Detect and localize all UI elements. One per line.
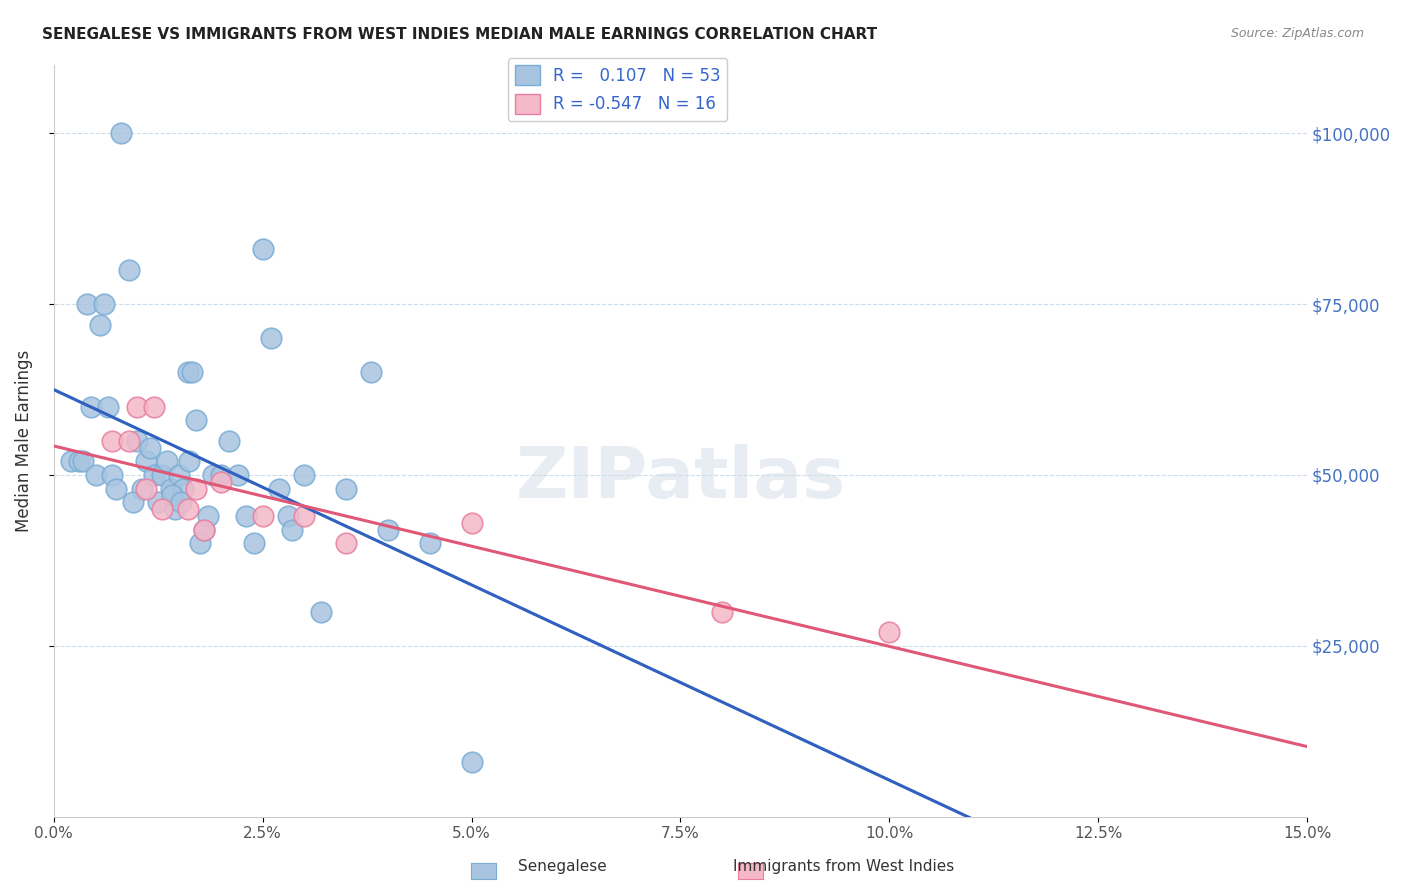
Point xyxy=(294,467,316,482)
Point xyxy=(156,454,179,468)
Point xyxy=(118,434,141,448)
Point xyxy=(67,454,90,468)
Point xyxy=(419,536,441,550)
Point xyxy=(877,625,900,640)
Text: Immigrants from West Indies: Immigrants from West Indies xyxy=(733,859,955,874)
Point xyxy=(72,454,94,468)
Point xyxy=(135,454,157,468)
Point xyxy=(97,400,120,414)
Point xyxy=(143,467,166,482)
Point xyxy=(162,488,184,502)
Point xyxy=(193,523,215,537)
Point xyxy=(139,441,162,455)
Point xyxy=(226,467,249,482)
Point xyxy=(159,482,181,496)
Point xyxy=(184,413,207,427)
Point xyxy=(277,508,299,523)
Point xyxy=(197,508,219,523)
Point xyxy=(172,482,194,496)
Point xyxy=(59,454,82,468)
Point xyxy=(135,482,157,496)
Point xyxy=(127,434,149,448)
Point xyxy=(377,523,399,537)
Point xyxy=(131,482,153,496)
Point xyxy=(260,331,283,345)
Point xyxy=(193,523,215,537)
Point xyxy=(243,536,266,550)
Point xyxy=(360,366,382,380)
Text: Senegalese: Senegalese xyxy=(517,859,607,874)
Point xyxy=(209,475,232,489)
Point xyxy=(711,605,734,619)
Point xyxy=(218,434,240,448)
Point xyxy=(252,243,274,257)
Point xyxy=(163,502,186,516)
Point xyxy=(152,502,174,516)
Point xyxy=(80,400,103,414)
Point xyxy=(89,318,111,332)
Point xyxy=(176,366,198,380)
Point xyxy=(281,523,304,537)
Point xyxy=(460,755,482,769)
Point xyxy=(252,508,274,523)
Point xyxy=(294,508,316,523)
Point xyxy=(235,508,257,523)
Point xyxy=(105,482,128,496)
Point xyxy=(101,467,124,482)
Point xyxy=(309,605,332,619)
Point xyxy=(93,297,115,311)
Point xyxy=(84,467,107,482)
Y-axis label: Median Male Earnings: Median Male Earnings xyxy=(15,350,32,532)
Point xyxy=(335,482,357,496)
Point xyxy=(110,126,132,140)
Point xyxy=(201,467,224,482)
Point xyxy=(170,495,193,509)
Text: Source: ZipAtlas.com: Source: ZipAtlas.com xyxy=(1230,27,1364,40)
Point xyxy=(118,263,141,277)
Point xyxy=(127,400,149,414)
Point xyxy=(209,467,232,482)
Legend: R =   0.107   N = 53, R = -0.547   N = 16: R = 0.107 N = 53, R = -0.547 N = 16 xyxy=(508,58,727,120)
Point xyxy=(188,536,211,550)
Text: ZIPatlas: ZIPatlas xyxy=(516,444,845,513)
Point xyxy=(143,400,166,414)
Point xyxy=(176,502,198,516)
Point xyxy=(269,482,291,496)
Point xyxy=(180,366,202,380)
Point xyxy=(148,495,170,509)
Point xyxy=(167,467,190,482)
Point xyxy=(101,434,124,448)
Text: SENEGALESE VS IMMIGRANTS FROM WEST INDIES MEDIAN MALE EARNINGS CORRELATION CHART: SENEGALESE VS IMMIGRANTS FROM WEST INDIE… xyxy=(42,27,877,42)
Point xyxy=(122,495,145,509)
Point xyxy=(460,516,482,530)
Point xyxy=(184,482,207,496)
Point xyxy=(152,467,174,482)
Point xyxy=(179,454,201,468)
Point xyxy=(335,536,357,550)
Point xyxy=(76,297,98,311)
